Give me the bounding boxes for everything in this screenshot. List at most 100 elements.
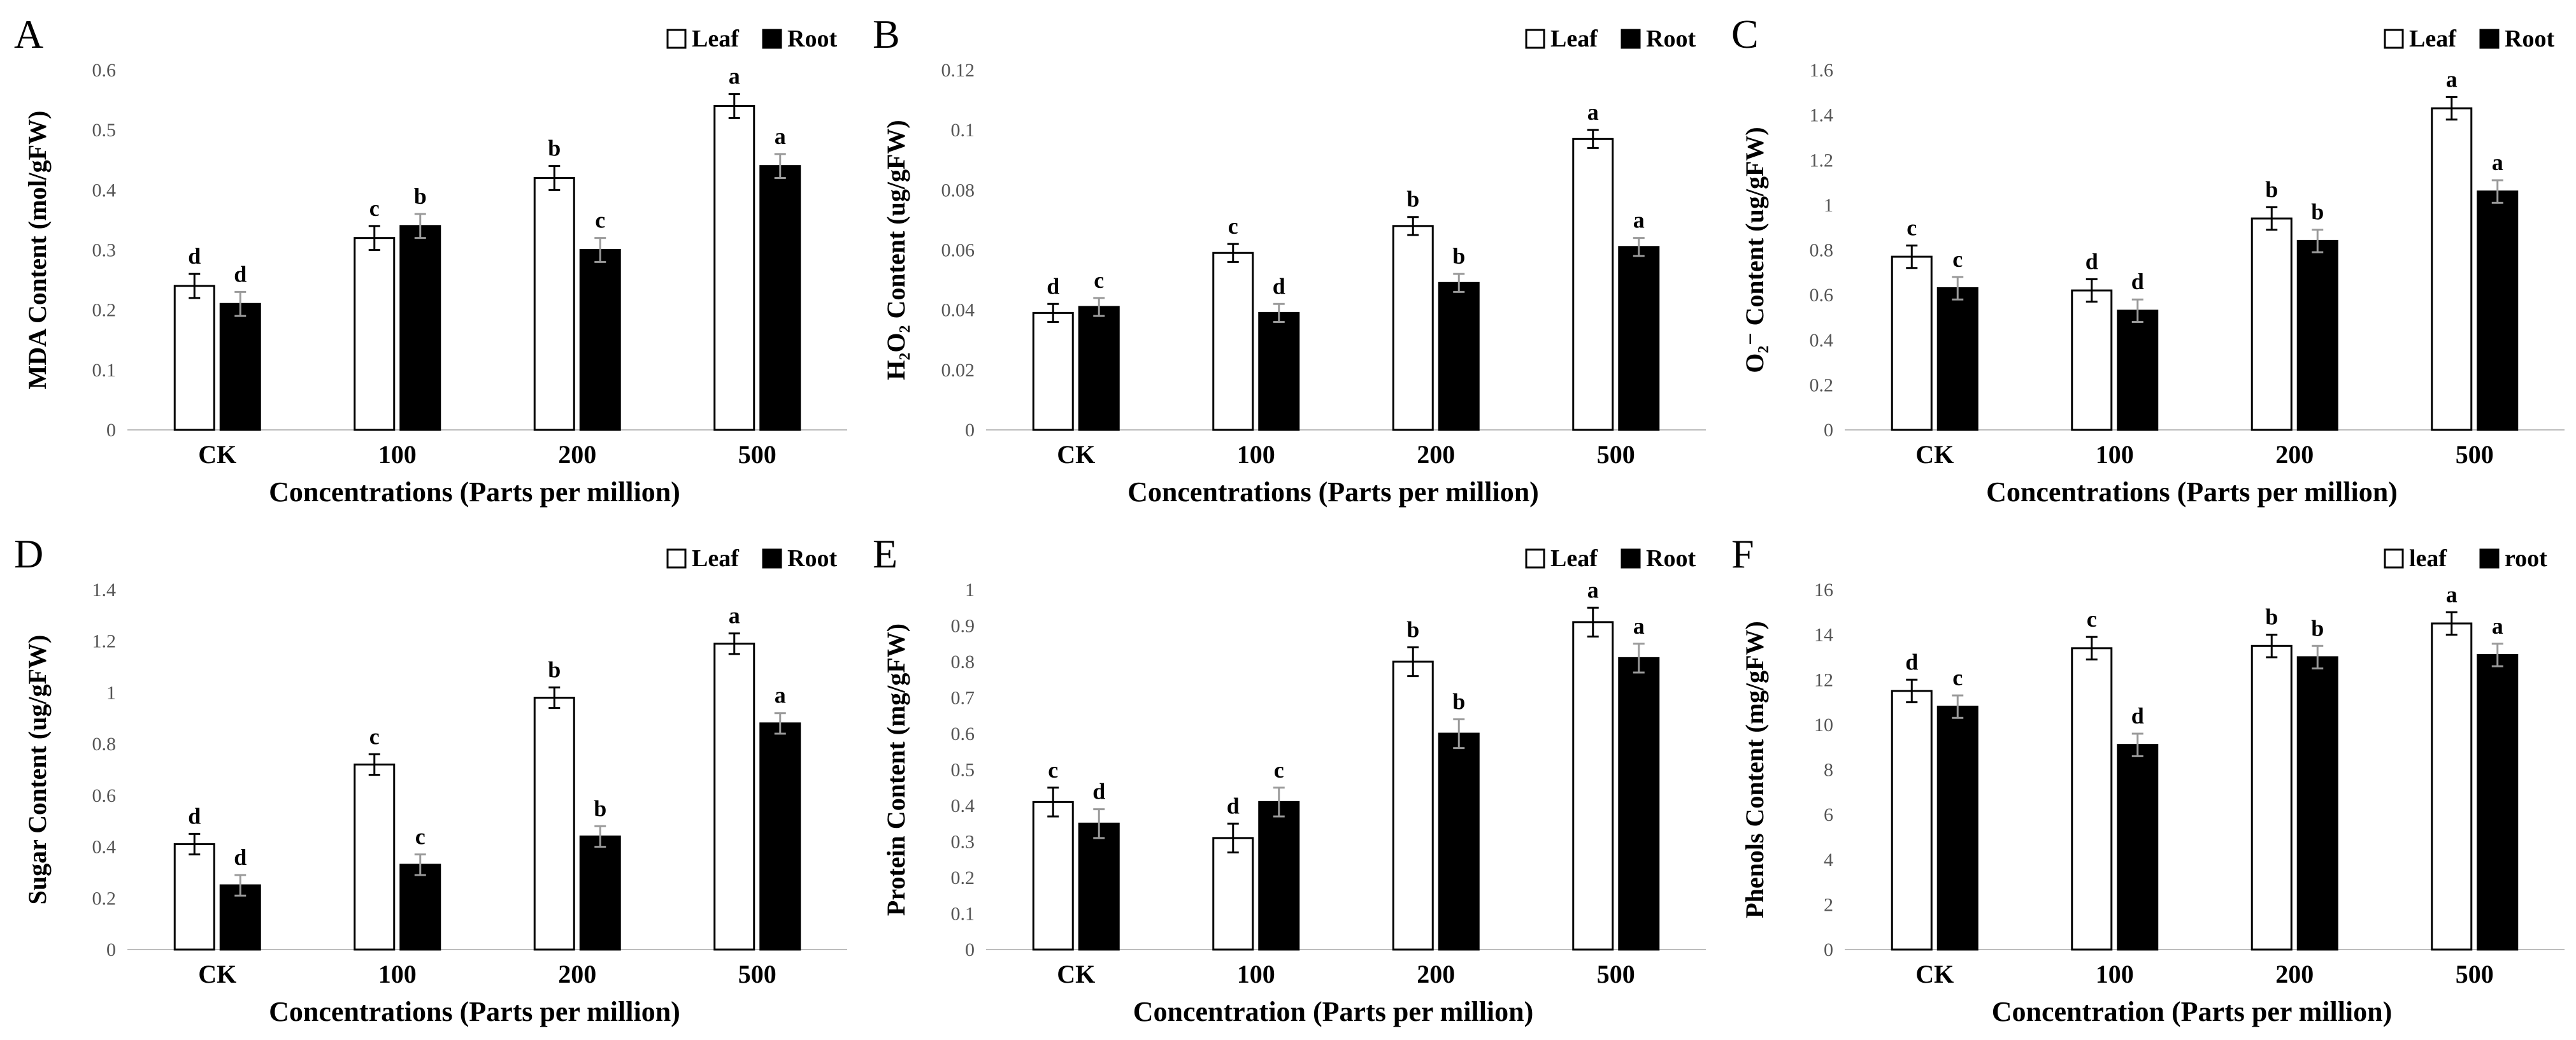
x-tick-label: 100 <box>1237 960 1275 988</box>
significance-letter: b <box>2311 615 2324 641</box>
bar <box>2071 289 2113 431</box>
legend-swatch-1 <box>2384 29 2404 49</box>
bar <box>219 884 261 951</box>
y-tick-label: 0.3 <box>951 832 975 853</box>
bar <box>579 249 621 431</box>
legend: Leaf Root <box>666 25 837 52</box>
x-tick-label: 100 <box>2096 960 2134 988</box>
x-tick-label: 200 <box>1417 960 1455 988</box>
significance-letter: b <box>548 136 561 161</box>
bar <box>759 722 801 951</box>
significance-letter: a <box>729 603 740 629</box>
x-tick-label: 200 <box>558 440 596 469</box>
bar <box>1891 690 1933 951</box>
bar <box>1212 252 1254 431</box>
bar <box>2117 744 2159 951</box>
y-axis-title: Phenols Content (mg/gFW) <box>1740 621 1769 918</box>
significance-letter: d <box>188 243 201 269</box>
y-tick-label: 0.2 <box>951 867 975 888</box>
y-tick-label: 1 <box>1824 195 1833 216</box>
x-tick-label: 500 <box>2456 960 2494 988</box>
legend-label-2: root <box>2505 545 2547 572</box>
bar <box>533 177 575 431</box>
significance-letter: a <box>2492 613 2503 639</box>
significance-letter: b <box>548 657 561 682</box>
y-tick-label: 0 <box>106 939 116 960</box>
significance-letter: a <box>775 124 786 149</box>
panel-letter: F <box>1731 531 1754 576</box>
bar <box>1572 138 1614 431</box>
legend: Leaf Root <box>2384 25 2554 52</box>
bar <box>2477 653 2519 951</box>
significance-letter: d <box>1227 793 1240 818</box>
chart-panel-e: E Leaf Root 0 0.1 0.2 0.3 0.4 0.5 0.6 0.7 0.8 0.9 1 Pr… <box>873 531 1706 1027</box>
y-axis-title: O₂⁻ Content (ug/gFW) <box>1740 127 1769 373</box>
bar <box>1936 706 1979 951</box>
bar <box>219 303 261 431</box>
significance-letter: b <box>1452 243 1465 269</box>
panel-letter: D <box>14 531 43 576</box>
legend-swatch-1 <box>1525 29 1545 49</box>
y-tick-label: 0 <box>106 420 116 441</box>
bar <box>2071 647 2113 951</box>
y-tick-label: 0.8 <box>1810 240 1834 261</box>
legend-swatch-1 <box>666 548 687 569</box>
bar <box>2431 622 2473 951</box>
y-tick-label: 0.04 <box>941 300 975 321</box>
bar <box>2250 645 2293 951</box>
y-tick-label: 0.2 <box>1810 374 1834 395</box>
y-tick-label: 0.02 <box>941 360 975 381</box>
significance-letter: d <box>1047 273 1059 299</box>
significance-letter: d <box>1273 273 1285 299</box>
legend-swatch-1 <box>1525 548 1545 569</box>
bar <box>759 165 801 431</box>
x-tick-label: 100 <box>378 440 417 469</box>
y-tick-label: 12 <box>1814 669 1833 690</box>
x-axis-title: Concentrations (Parts per million) <box>269 996 680 1027</box>
y-tick-label: 0.9 <box>951 616 975 637</box>
legend-label-1: leaf <box>2409 545 2447 572</box>
x-axis-title: Concentrations (Parts per million) <box>1127 476 1539 508</box>
significance-letter: c <box>1274 757 1284 783</box>
x-tick-label: CK <box>1057 440 1095 469</box>
legend-swatch-2 <box>762 548 782 569</box>
significance-letter: d <box>188 803 201 829</box>
y-tick-label: 0.5 <box>92 120 117 141</box>
legend: Leaf Root <box>1525 545 1696 572</box>
significance-letter: d <box>1905 649 1918 674</box>
significance-letter: c <box>369 723 380 749</box>
x-tick-label: 100 <box>2096 440 2134 469</box>
x-tick-label: CK <box>1057 960 1095 988</box>
significance-letter: a <box>1587 99 1599 125</box>
y-tick-label: 0 <box>965 939 975 960</box>
significance-letter: c <box>1952 665 1963 690</box>
significance-letter: c <box>1048 757 1058 783</box>
y-tick-label: 0.08 <box>941 180 975 201</box>
legend-label-2: Root <box>787 545 837 572</box>
bar <box>2250 217 2293 431</box>
y-tick-label: 0.4 <box>92 180 117 201</box>
x-tick-label: 200 <box>2275 960 2314 988</box>
bar <box>1212 837 1254 951</box>
significance-letter: d <box>1092 779 1105 804</box>
bar <box>1392 225 1434 431</box>
chart-panel-c: C Leaf Root 0 0.2 0.4 0.6 0.8 1 1.2 1.4 1.6 O₂⁻ Cont… <box>1731 11 2565 508</box>
y-tick-label: 0.1 <box>951 120 975 141</box>
significance-letter: c <box>1952 246 1963 272</box>
significance-letter: b <box>2265 176 2278 202</box>
legend-swatch-2 <box>2479 548 2500 569</box>
bar <box>1936 287 1979 431</box>
y-tick-label: 6 <box>1824 804 1833 825</box>
y-axis-title: H₂O₂ Content (ug/gFW) <box>882 120 910 380</box>
bar <box>533 697 575 951</box>
bar <box>354 237 396 431</box>
bar <box>399 864 441 951</box>
x-axis-title: Concentrations (Parts per million) <box>1986 476 2398 508</box>
y-axis-title: Protein Content (mg/gFW) <box>882 623 910 916</box>
significance-letter: a <box>729 64 740 89</box>
bar <box>1392 660 1434 951</box>
legend-swatch-2 <box>2479 29 2500 49</box>
x-tick-label: 500 <box>738 960 776 988</box>
